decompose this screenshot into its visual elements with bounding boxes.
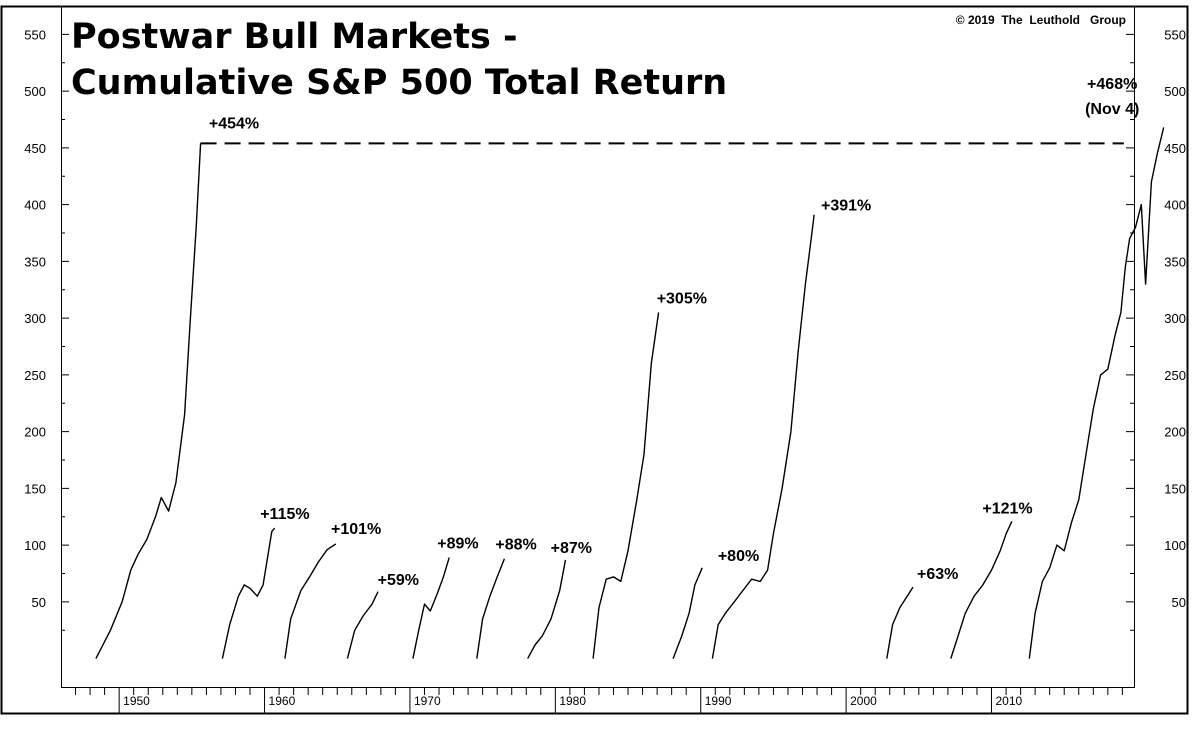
bull-market-line-4 — [346, 591, 379, 659]
x-tick-label: 2010 — [996, 694, 1023, 708]
y-tick-label-right: 300 — [1164, 311, 1186, 326]
chart-subtitle: Cumulative S&P 500 Total Return — [71, 63, 727, 103]
y-tick-label-right: 250 — [1164, 368, 1186, 383]
peak-label: +63% — [917, 566, 958, 583]
peak-label: +115% — [260, 506, 309, 523]
peak-label: +305% — [657, 290, 707, 307]
bull-market-line-5 — [412, 557, 450, 659]
bull-market-line-12 — [950, 521, 1013, 659]
peak-label: +87% — [551, 540, 592, 557]
x-tick-label: 1960 — [269, 694, 296, 708]
y-tick-label-left: 300 — [24, 311, 46, 326]
y-tick-label-right: 100 — [1164, 538, 1186, 553]
peak-label: +121% — [982, 500, 1032, 517]
y-tick-label-right: 450 — [1164, 141, 1186, 156]
y-tick-label-left: 400 — [24, 198, 46, 213]
x-tick-label: 2000 — [850, 694, 877, 708]
y-axis-left: 50 100 150 200 250 300 350 400 450 500 550 — [24, 5, 69, 631]
bull-market-line-11 — [886, 586, 914, 659]
bull-market-line-2 — [221, 527, 276, 659]
peak-label: +89% — [437, 536, 478, 553]
y-tick-label-left: 50 — [32, 595, 46, 610]
bull-market-line-7 — [527, 559, 567, 659]
y-tick-label-right: 200 — [1164, 425, 1186, 440]
bull-market-line-10 — [711, 214, 815, 659]
peak-label: +59% — [378, 572, 419, 589]
peak-label: +454% — [209, 116, 259, 133]
y-tick-label-right: 400 — [1164, 198, 1186, 213]
peak-labels: +454% +115% +101% +59% +89% +88% +87% +305% +80%… — [209, 76, 1139, 589]
x-tick-label: 1950 — [123, 694, 150, 708]
y-tick-label-right: 150 — [1164, 481, 1186, 496]
outer-frame — [0, 5, 1189, 715]
y-axis-right: 50 100 150 200 250 300 350 400 450 500 550 — [1126, 5, 1186, 631]
peak-label: +468% — [1087, 76, 1137, 93]
bull-market-line-9 — [672, 567, 703, 659]
y-tick-label-left: 250 — [24, 368, 46, 383]
peak-label: (Nov 4) — [1085, 101, 1139, 118]
bull-market-line-6 — [476, 558, 506, 659]
y-tick-label-right: 500 — [1164, 84, 1186, 99]
peak-label: +101% — [331, 521, 381, 538]
peak-label: +80% — [718, 548, 759, 565]
y-tick-label-left: 500 — [24, 84, 46, 99]
series-group — [95, 127, 1165, 659]
bull-market-line-3 — [284, 543, 337, 659]
peak-label: +391% — [821, 197, 871, 214]
x-tick-label: 1990 — [705, 694, 732, 708]
y-tick-label-left: 350 — [24, 254, 46, 269]
x-axis: 1950 1960 1970 1980 1990 2000 2010 — [75, 687, 1123, 713]
bull-market-line-8 — [592, 312, 660, 659]
y-tick-label-left: 100 — [24, 538, 46, 553]
chart-title: Postwar Bull Markets - — [71, 17, 518, 57]
peak-label: +88% — [495, 537, 536, 554]
bull-market-line-13 — [1028, 127, 1165, 659]
x-tick-label: 1970 — [414, 694, 441, 708]
bull-market-line-1 — [95, 143, 202, 659]
x-tick-label: 1980 — [559, 694, 586, 708]
y-tick-label-right: 50 — [1172, 595, 1186, 610]
copyright-text: © 2019 The Leuthold Group — [956, 13, 1126, 27]
y-tick-label-right: 350 — [1164, 254, 1186, 269]
y-tick-label-left: 550 — [24, 27, 46, 42]
y-tick-label-left: 150 — [24, 481, 46, 496]
y-tick-label-left: 450 — [24, 141, 46, 156]
y-tick-label-left: 200 — [24, 425, 46, 440]
plot-frame — [61, 6, 1135, 688]
y-tick-label-right: 550 — [1164, 27, 1186, 42]
